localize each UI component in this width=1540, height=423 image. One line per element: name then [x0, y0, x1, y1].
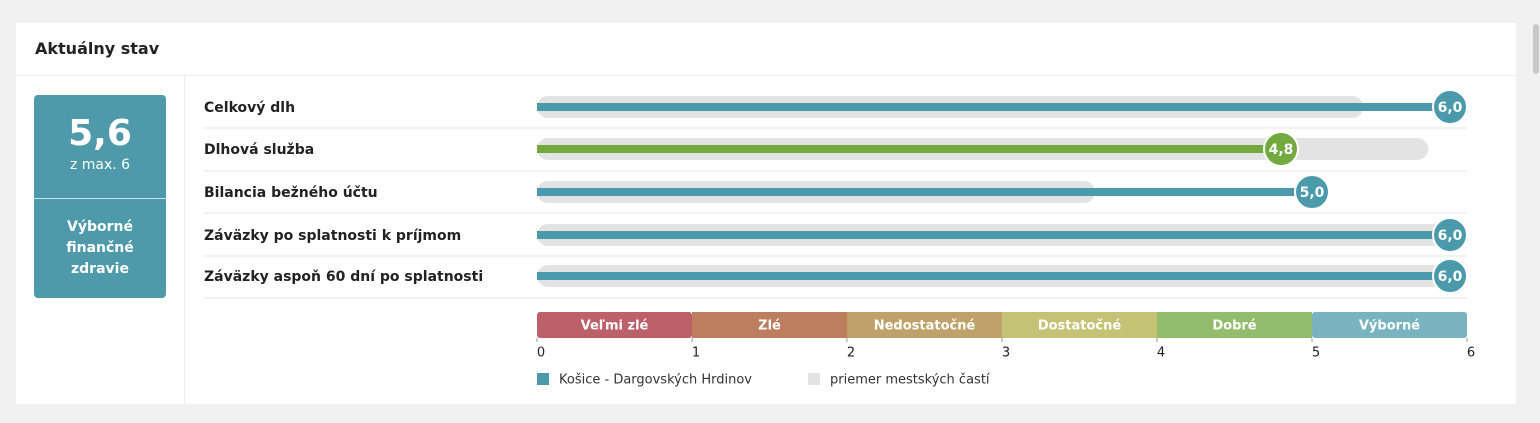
bar	[537, 272, 1467, 280]
scale-band	[692, 312, 847, 338]
x-tick-label: 0	[537, 346, 545, 361]
legend-label: Košice - Dargovských Hrdinov	[559, 373, 752, 388]
value-label: 4,8	[1269, 142, 1294, 158]
bar	[537, 103, 1467, 111]
scale-band-label: Zlé	[758, 319, 781, 334]
legend-swatch	[808, 373, 820, 385]
value-badge	[1432, 258, 1468, 294]
score-value: 5,6	[68, 113, 132, 154]
divider	[184, 76, 185, 404]
scale-band	[1002, 312, 1157, 338]
scale-band-label: Dostatočné	[1038, 319, 1122, 334]
score-max: z max. 6	[69, 157, 131, 173]
x-tick-label: 5	[1312, 346, 1320, 361]
bar	[537, 231, 1467, 239]
row-label: Záväzky aspoň 60 dní po splatnosti	[204, 269, 483, 285]
row-label: Celkový dlh	[204, 100, 295, 116]
card-title: Aktuálny stav	[35, 39, 160, 58]
x-tick-label: 6	[1467, 346, 1475, 361]
legend-label: priemer mestských častí	[830, 373, 990, 388]
scale-band-label: Veľmi zlé	[581, 319, 649, 334]
scale-band-label: Nedostatočné	[874, 319, 976, 334]
value-badge	[1432, 217, 1468, 253]
score-rating: Výborné finančné zdravie	[66, 219, 134, 277]
divider	[34, 198, 166, 199]
value-badge	[1432, 89, 1468, 125]
row-label: Dlhová služba	[204, 142, 314, 158]
row-label: Záväzky po splatnosti k príjmom	[204, 228, 461, 244]
x-tick-label: 2	[847, 346, 855, 361]
scale-band	[537, 312, 692, 338]
row-label: Bilancia bežného účtu	[204, 185, 378, 201]
value-label: 6,0	[1438, 269, 1463, 285]
value-badge	[1263, 131, 1299, 167]
scale-band-label: Výborné	[1359, 319, 1420, 334]
bar	[537, 188, 1312, 196]
scrollbar[interactable]	[1533, 24, 1539, 74]
legend-swatch	[537, 373, 549, 385]
divider	[16, 75, 1516, 76]
value-label: 6,0	[1438, 228, 1463, 244]
bar	[537, 145, 1281, 153]
value-label: 6,0	[1438, 100, 1463, 116]
score-card: 5,6 z max. 6 Výborné finančné zdravie	[34, 95, 166, 298]
value-label: 5,0	[1300, 185, 1325, 201]
x-tick-label: 4	[1157, 346, 1165, 361]
x-tick-label: 3	[1002, 346, 1010, 361]
scale-band-label: Dobré	[1212, 319, 1256, 334]
scale-band	[847, 312, 1002, 338]
value-badge	[1294, 174, 1330, 210]
scale-band	[1312, 312, 1467, 338]
scale-band	[1157, 312, 1312, 338]
x-tick-label: 1	[692, 346, 700, 361]
